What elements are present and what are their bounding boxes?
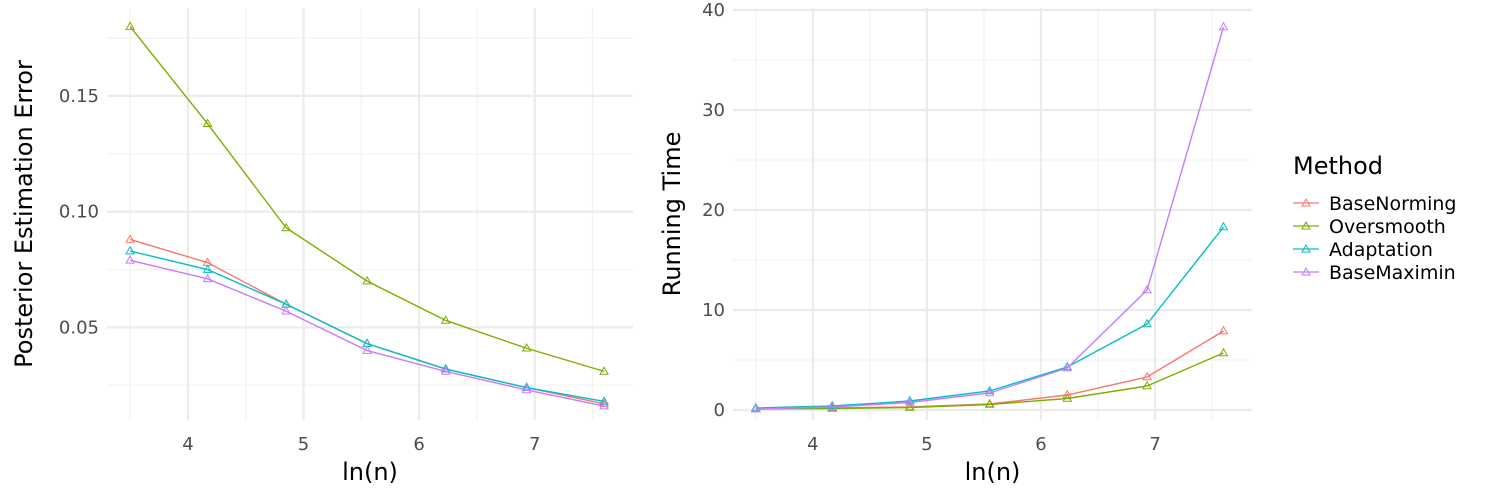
legend-label: BaseNorming [1329,193,1456,215]
data-point [202,118,213,128]
data-point [362,345,372,354]
data-point [125,255,135,264]
data-point [904,397,915,406]
data-point [1218,221,1229,231]
legend-title: Method [1293,152,1383,180]
data-point [599,366,609,375]
data-point [440,366,451,375]
series-line [129,238,605,405]
x-tick-label: 6 [413,434,424,455]
data-point [599,396,609,405]
series-line [755,330,1224,410]
series-line [129,26,605,373]
legend-label: Oversmooth [1329,216,1446,238]
data-point [281,306,292,315]
x-tick-label: 4 [182,434,193,455]
x-axis-title: ln(n) [342,458,398,486]
gridlines [733,8,1252,420]
data-point [827,401,838,411]
legend-key-marker [1301,266,1311,276]
series-oversmooth [125,21,609,375]
legend-item-oversmooth: Oversmooth [1293,216,1446,238]
y-tick-label: 40 [702,0,725,21]
legend-item-basemaximin: BaseMaximin [1293,262,1456,284]
y-tick-label: 30 [702,100,725,121]
data-point [1142,380,1152,390]
y-axis-title: Posterior Estimation Error [10,60,38,368]
data-point [1218,347,1229,357]
x-tick-label: 5 [921,434,932,455]
legend: Method BaseNorming Oversmooth Adaptation… [1293,152,1456,284]
data-point [599,398,609,408]
legend-label: Adaptation [1329,239,1433,261]
data-point [521,384,532,394]
data-point [125,234,135,243]
y-tick-label: 0 [714,400,725,421]
data-point [750,403,761,413]
series-line [755,26,1225,410]
y-tick-label: 0.15 [59,86,99,107]
x-axis-title: ln(n) [965,458,1021,486]
data-point [1142,371,1152,381]
data-point [904,395,915,405]
data-point [1062,362,1073,372]
data-point [904,402,915,411]
data-point [599,400,609,410]
y-tick-label: 20 [702,200,725,221]
data-point [1218,21,1229,31]
x-tick-label: 6 [1035,434,1046,455]
y-tick-label: 0.10 [59,202,99,223]
data-point [1142,318,1152,328]
legend-item-basenorming: BaseNorming [1293,193,1456,215]
series-basemaximin [750,21,1229,413]
gridlines [107,8,633,420]
data-point [202,264,213,273]
data-point [281,222,292,232]
x-tick-label: 7 [529,434,540,455]
data-point [362,275,372,285]
data-point [1142,284,1152,294]
data-point [440,315,451,324]
data-point [125,21,135,30]
x-tick-label: 5 [298,434,309,455]
y-axis-title: Running Time [658,132,686,297]
legend-key-marker [1301,220,1311,230]
data-point [984,385,995,395]
y-tick-label: 0.05 [59,317,99,338]
legend-key-marker [1301,243,1311,253]
data-point [202,273,213,283]
x-tick-label: 4 [807,434,818,455]
data-point [984,399,995,408]
y-tick-label: 10 [702,300,725,321]
running-time-panel: 4 5 6 7 0 10 20 30 40 ln(n) Running Time [658,0,1252,486]
series-line [129,259,605,407]
series-line [755,226,1225,409]
error-panel: 4 5 6 7 0.05 0.10 0.15 ln(n) Posterior Estimatio… [10,8,633,486]
series-line [129,250,605,403]
x-tick-label: 7 [1149,434,1160,455]
legend-label: BaseMaximin [1329,262,1456,284]
data-point [1218,325,1229,335]
data-point [521,343,532,352]
data-point [125,245,135,255]
legend-key-marker [1301,197,1311,207]
series-basemaximin [125,255,609,410]
legend-item-adaptation: Adaptation [1293,239,1433,261]
data-point [827,403,838,412]
data-point [984,387,995,397]
data-point [1062,393,1073,402]
